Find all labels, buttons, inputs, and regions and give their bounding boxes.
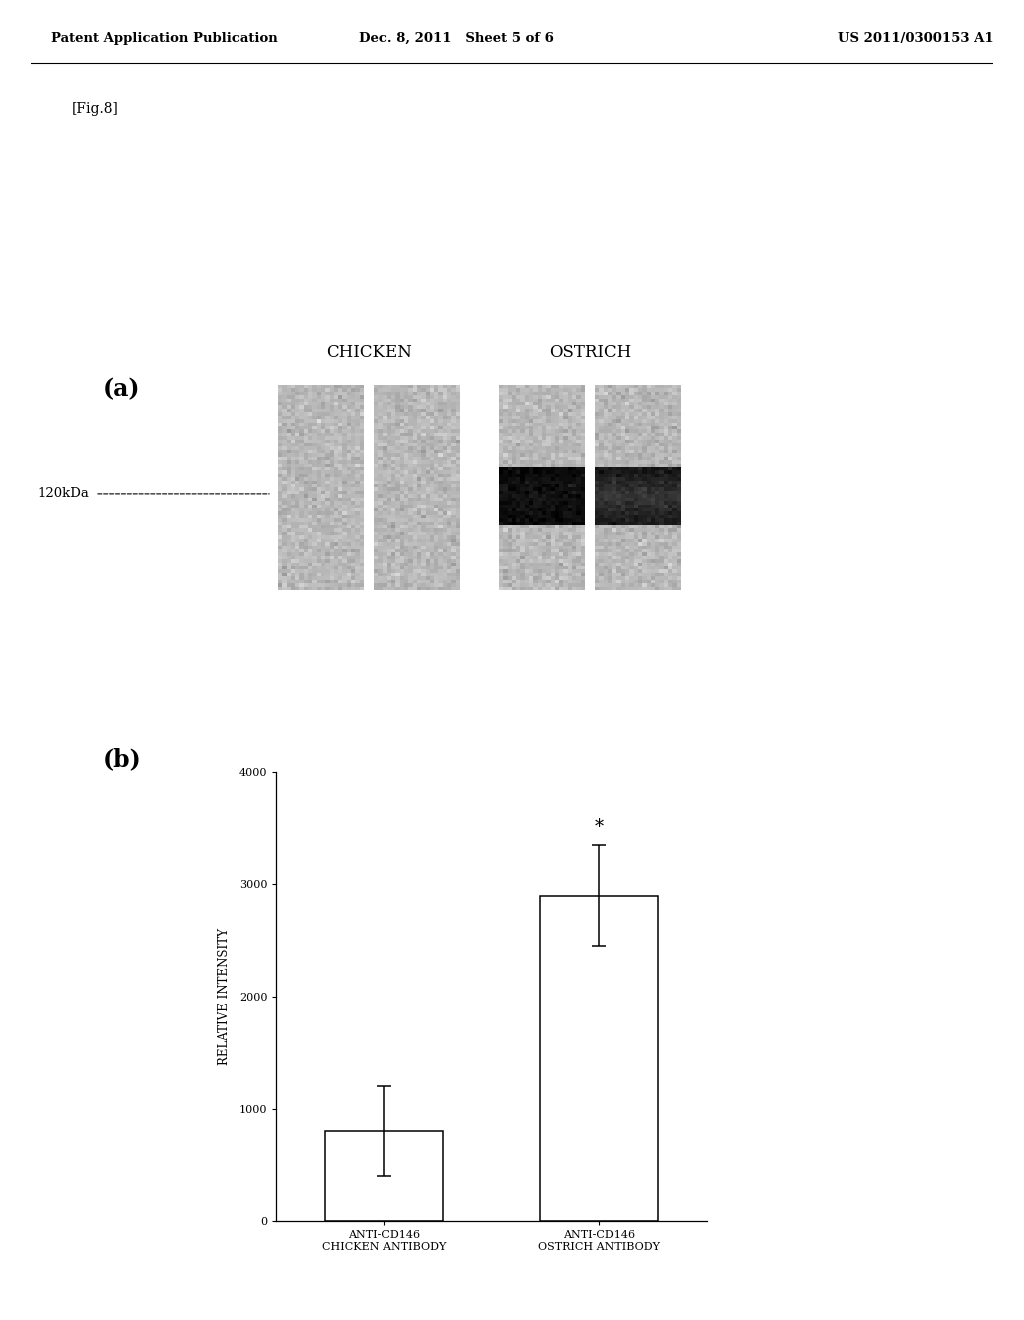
Bar	[325, 1131, 443, 1221]
Text: Dec. 8, 2011   Sheet 5 of 6: Dec. 8, 2011 Sheet 5 of 6	[358, 32, 554, 45]
Text: Patent Application Publication: Patent Application Publication	[51, 32, 278, 45]
Text: (a): (a)	[102, 378, 140, 401]
Text: (b): (b)	[102, 747, 141, 771]
Text: [Fig.8]: [Fig.8]	[72, 102, 119, 116]
Text: *: *	[595, 818, 603, 836]
Text: 120kDa: 120kDa	[38, 487, 89, 500]
Text: OSTRICH: OSTRICH	[549, 345, 631, 360]
Text: US 2011/0300153 A1: US 2011/0300153 A1	[838, 32, 993, 45]
Text: CHICKEN: CHICKEN	[326, 345, 412, 360]
Y-axis label: RELATIVE INTENSITY: RELATIVE INTENSITY	[218, 928, 230, 1065]
Bar	[540, 895, 658, 1221]
